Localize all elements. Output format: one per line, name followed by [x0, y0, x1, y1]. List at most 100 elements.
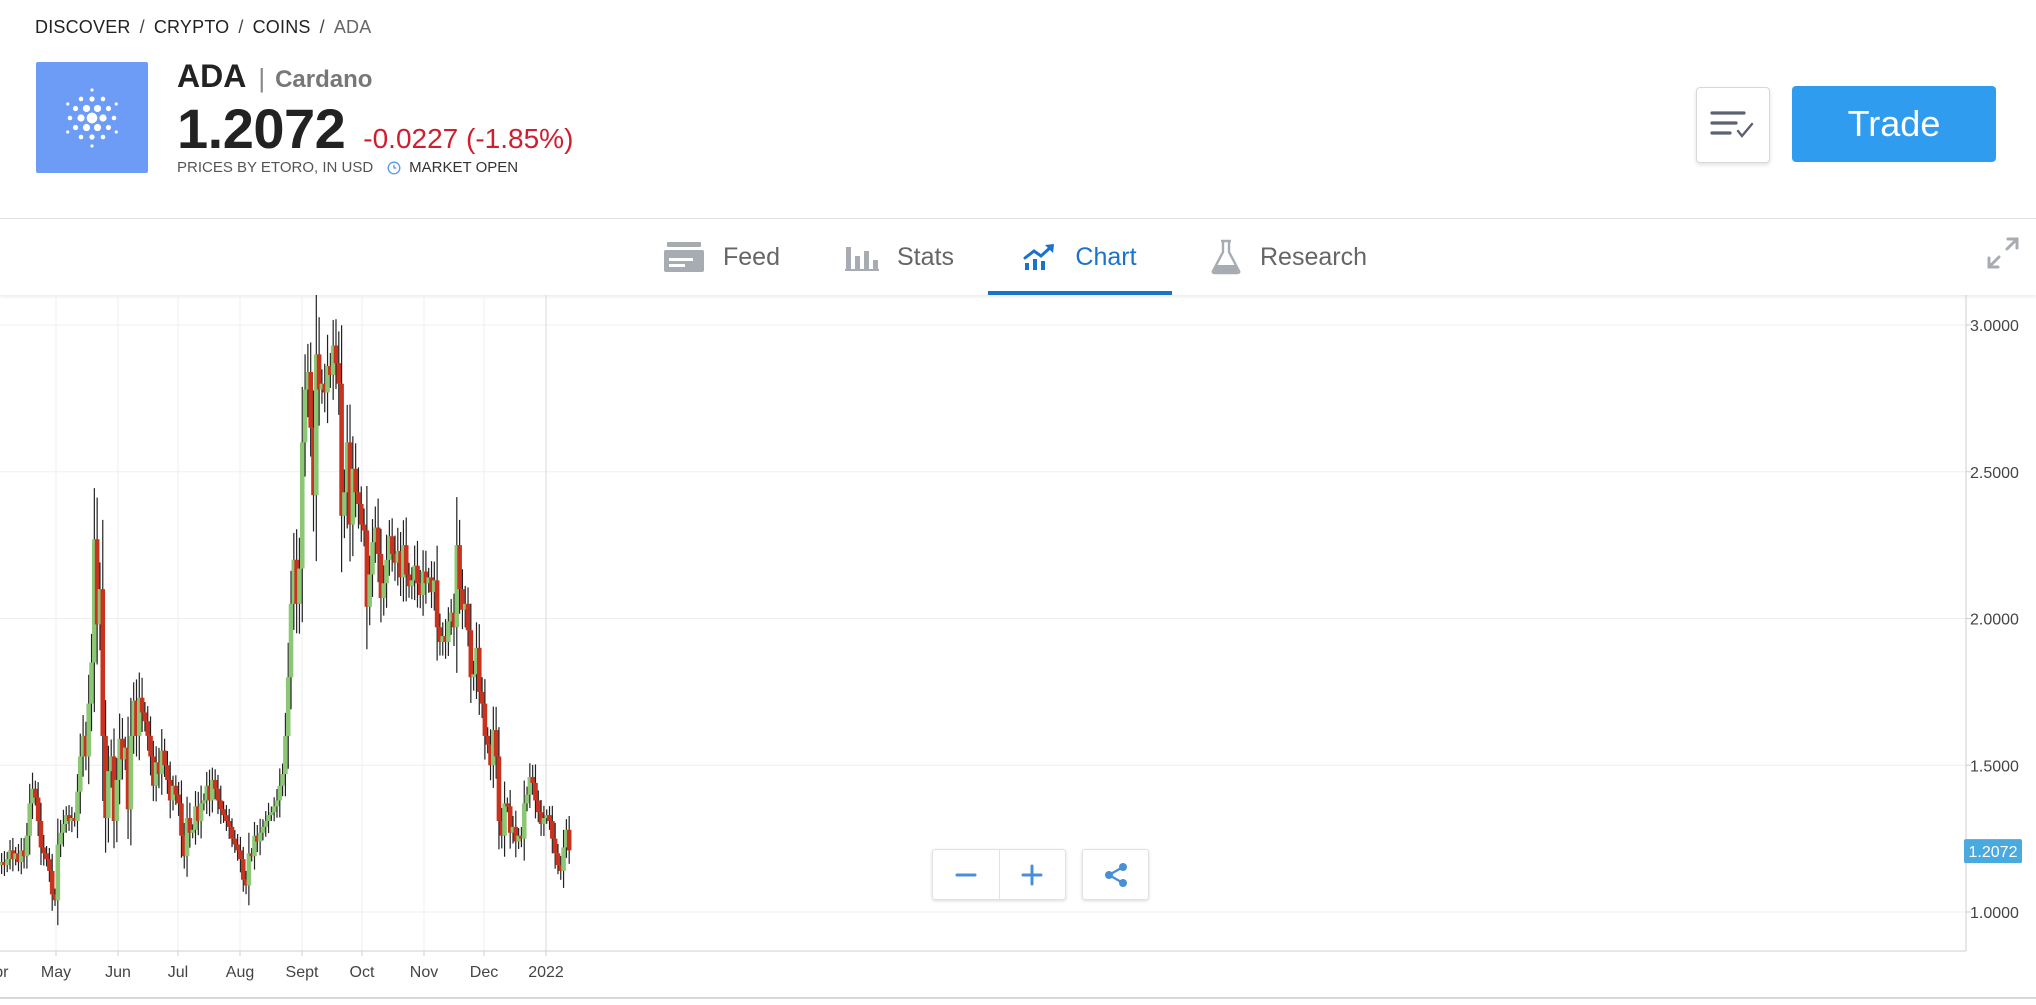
candle-body	[460, 589, 465, 610]
candle-body	[401, 545, 406, 578]
candle-body	[285, 677, 291, 736]
candle-body	[114, 779, 120, 822]
tab-research[interactable]: Research	[1210, 219, 1367, 295]
candle-body	[395, 550, 401, 563]
cardano-logo-icon	[36, 62, 148, 173]
logo-dot	[90, 87, 94, 92]
candle-body	[516, 835, 521, 842]
share-button[interactable]	[1082, 849, 1149, 900]
zoom-out-button[interactable]	[933, 850, 999, 899]
candle-body	[319, 383, 325, 390]
tab-feed[interactable]: Feed	[663, 219, 780, 295]
candle-body	[299, 442, 305, 569]
instrument-symbol: ADA	[177, 58, 247, 94]
candle-body	[510, 826, 516, 833]
last-price-label: 1.2072	[1969, 844, 2018, 861]
candle-body	[145, 721, 151, 736]
logo-dot	[111, 115, 117, 120]
candle-body	[207, 785, 212, 801]
candle-body	[412, 565, 417, 581]
candle-body	[367, 574, 372, 607]
tab-stats[interactable]: Stats	[845, 219, 954, 295]
candle-body	[544, 815, 550, 819]
candle-body	[97, 589, 103, 625]
candle-body	[235, 844, 240, 851]
candle-body	[190, 829, 195, 833]
candle-body	[328, 366, 333, 375]
candle-body	[181, 835, 187, 857]
stats-bar-icon	[845, 243, 879, 271]
logo-dot	[78, 96, 84, 101]
price-chart[interactable]: 3.0000 2.5000 2.0000 1.5000 1.0000 Apr May Jun J…	[0, 285, 2036, 1000]
x-tick-label: Nov	[410, 964, 438, 981]
tab-chart[interactable]: Chart	[988, 219, 1172, 295]
candle-body	[552, 838, 558, 854]
candle-body	[4, 859, 10, 866]
watchlist-check-icon	[1710, 109, 1756, 141]
candle-body	[339, 383, 344, 516]
candle-body	[83, 735, 89, 757]
candle-body	[555, 853, 561, 866]
candle-body	[210, 779, 215, 801]
y-tick-label: 1.5000	[1970, 758, 2019, 775]
candle-body	[111, 756, 117, 822]
candle-body	[471, 674, 476, 678]
tab-label: Chart	[1075, 242, 1137, 271]
candle-body	[165, 765, 170, 780]
candle-body	[159, 750, 165, 775]
candle-body	[201, 800, 207, 804]
candle-body	[491, 730, 496, 766]
candle-body	[7, 850, 13, 860]
candle-body	[409, 580, 415, 587]
candle-body	[314, 354, 319, 496]
candle-body	[16, 853, 21, 863]
candle-body	[10, 850, 16, 860]
candle-body	[415, 565, 420, 584]
candle-body	[252, 835, 257, 857]
breadcrumb-coins[interactable]: COINS	[252, 17, 311, 37]
candle-body	[344, 442, 350, 493]
tab-label: Feed	[723, 242, 780, 271]
candle-body	[291, 559, 297, 604]
expand-icon[interactable]	[1986, 236, 2020, 270]
logo-dot	[86, 112, 98, 123]
candle-body	[229, 826, 235, 839]
candle-body	[297, 568, 302, 604]
candle-body	[381, 583, 387, 598]
zoom-in-button[interactable]	[998, 850, 1066, 899]
candle-body	[41, 847, 47, 854]
candle-body	[316, 354, 322, 390]
candle-body	[538, 812, 544, 824]
y-tick-label: 1.0000	[1970, 905, 2019, 922]
candle-body	[336, 363, 342, 384]
candle-body	[389, 536, 395, 554]
candle-body	[373, 527, 378, 543]
breadcrumb-current: ADA	[333, 17, 372, 37]
candle-body	[80, 735, 86, 757]
trade-button[interactable]: Trade	[1792, 86, 1996, 162]
candle-body	[58, 832, 63, 845]
candle-body	[398, 550, 403, 578]
candle-body	[30, 788, 35, 804]
instrument-title: ADA | Cardano	[177, 58, 372, 95]
logo-dot	[82, 104, 91, 112]
breadcrumb-separator: /	[139, 17, 145, 37]
x-tick-label: May	[41, 964, 71, 981]
candle-body	[558, 865, 564, 871]
logo-dot	[72, 105, 79, 111]
logo-dot	[93, 123, 102, 131]
breadcrumb-discover[interactable]: DISCOVER	[35, 17, 131, 37]
candlestick-chart[interactable]: 3.0000 2.5000 2.0000 1.5000 1.0000 Apr May Jun J…	[0, 285, 2036, 1000]
breadcrumb-crypto[interactable]: CRYPTO	[153, 17, 230, 37]
market-status: MARKET OPEN	[409, 159, 519, 176]
logo-dot	[67, 115, 73, 120]
watchlist-button[interactable]	[1696, 87, 1770, 163]
logo-dot	[114, 129, 118, 134]
candle-body	[347, 442, 353, 525]
current-price: 1.2072	[177, 97, 346, 160]
candle-body	[120, 738, 125, 760]
candle-body	[505, 803, 510, 807]
candle-body	[305, 371, 311, 390]
candle-body	[204, 785, 210, 801]
candle-body	[246, 853, 252, 886]
